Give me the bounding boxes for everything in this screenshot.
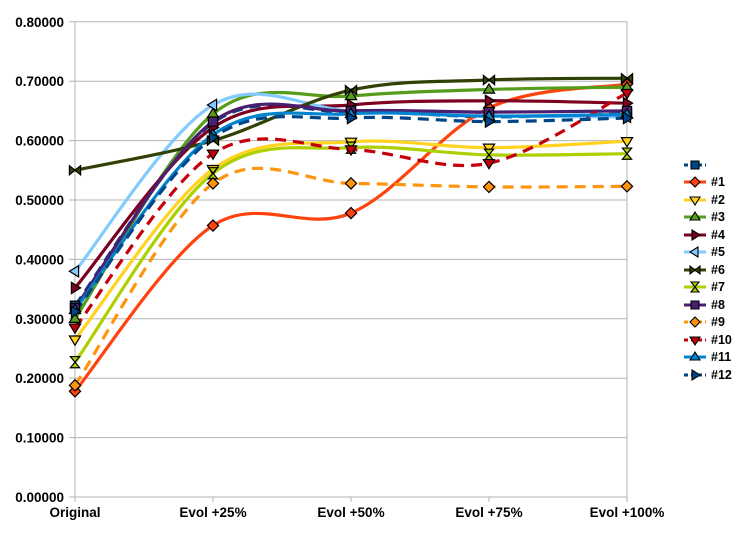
series-marker-5 (206, 98, 218, 112)
legend-label: #9 (711, 315, 725, 330)
legend-label: #5 (711, 245, 725, 260)
legend-label: #8 (711, 297, 725, 312)
y-tick-label: 0.30000 (15, 312, 64, 327)
series-marker-5 (68, 264, 80, 278)
legend-item-4: #4 (683, 226, 732, 244)
series-marker-12 (208, 130, 220, 145)
x-tick-label: Evol +50% (317, 505, 384, 520)
series-marker-9 (620, 179, 634, 193)
series-line-9 (73, 166, 628, 387)
square-legend-icon (684, 300, 706, 310)
y-tick-label: 0.50000 (15, 193, 64, 208)
series-marker-4 (70, 281, 82, 295)
series-line-unlabeled (73, 103, 628, 307)
y-tick-label: 0.10000 (15, 431, 64, 446)
legend-item-6: #6 (683, 261, 732, 279)
triangle-up-legend-icon (684, 351, 706, 361)
legend-label: #10 (711, 332, 732, 347)
triangle-right-legend-icon (684, 228, 706, 241)
x-tick-label: Evol +25% (179, 505, 246, 520)
series-marker-9 (482, 180, 496, 194)
series-marker-6 (482, 74, 496, 86)
y-tick-label: 0.20000 (15, 371, 64, 386)
square-legend-icon (684, 160, 706, 170)
legend-label: #4 (711, 227, 725, 242)
series-marker-12 (622, 111, 634, 125)
legend-item-1: #1 (683, 174, 732, 192)
legend-label: #2 (711, 192, 725, 207)
legend-item-7: #7 (683, 279, 732, 297)
series-marker-4 (484, 94, 496, 108)
series-marker-3 (68, 312, 82, 323)
triangle-left-legend-icon (684, 246, 706, 259)
legend-item-9: #9 (683, 314, 732, 332)
series-marker-10 (344, 145, 358, 157)
legend-item-10: #10 (683, 331, 732, 349)
triangle-down-legend-icon (684, 336, 706, 346)
series-line-12 (73, 115, 628, 313)
series-marker-12 (70, 305, 82, 319)
series-line-10 (73, 91, 628, 329)
series-marker-2 (68, 335, 82, 347)
series-marker-6 (344, 84, 358, 96)
legend-label: #1 (711, 175, 725, 190)
series-line-4 (73, 99, 628, 289)
series-marker-9 (68, 378, 82, 392)
series-marker-7 (69, 355, 81, 369)
series-marker-10 (482, 158, 496, 170)
diamond-legend-icon (684, 316, 706, 329)
legend-item-8: #8 (683, 296, 732, 314)
legend-item-11: #11 (683, 349, 732, 367)
series-marker-9 (206, 176, 220, 190)
bowtie-legend-icon (684, 264, 706, 275)
hourglass-legend-icon (684, 281, 706, 293)
x-tick-label: Original (49, 505, 100, 520)
triangle-right-legend-icon (684, 368, 706, 381)
series-marker-3 (482, 82, 496, 94)
legend-item-3: #3 (683, 209, 732, 227)
y-tick-label: 0.60000 (15, 134, 64, 149)
series-marker-1 (206, 219, 220, 232)
y-tick-label: 0.80000 (15, 15, 64, 30)
series-line-8 (73, 102, 628, 310)
legend-item-12: #12 (683, 366, 732, 384)
legend-label: #3 (711, 210, 725, 225)
y-tick-label: 0.00000 (15, 490, 64, 505)
series-marker-12 (346, 111, 358, 125)
triangle-down-legend-icon (684, 196, 706, 206)
legend-item-5: #5 (683, 244, 732, 262)
series-marker-3 (344, 89, 358, 101)
series-marker-10 (68, 323, 82, 335)
legend-label: #12 (711, 367, 732, 382)
legend-item-2: #2 (683, 191, 732, 209)
x-tick-label: Evol +75% (455, 505, 522, 520)
series-marker-10 (620, 88, 634, 100)
series-line-2 (73, 139, 628, 341)
legend-label: #7 (711, 280, 725, 295)
series-marker-6 (68, 164, 82, 177)
series-marker-2 (620, 136, 634, 148)
series-marker-10 (206, 149, 220, 161)
chart-legend: #1 #2 #3 #4 #5 #6 #7 #8 #9 #10 #11 #12 (683, 156, 732, 384)
series-marker-7 (483, 148, 495, 162)
x-tick-label: Evol +100% (590, 505, 665, 520)
y-tick-label: 0.70000 (15, 74, 64, 89)
series-marker-6 (620, 72, 634, 85)
legend-item-unlabeled (683, 156, 732, 174)
series-marker-7 (621, 147, 633, 160)
triangle-up-legend-icon (684, 211, 706, 221)
series-marker-9 (344, 176, 358, 190)
series-marker-12 (484, 114, 496, 129)
y-tick-label: 0.40000 (15, 252, 64, 267)
diamond-legend-icon (684, 176, 706, 189)
series-marker-8 (207, 116, 219, 127)
legend-label: #6 (711, 262, 725, 277)
legend-label: #11 (711, 350, 732, 365)
series-marker-1 (344, 206, 358, 220)
